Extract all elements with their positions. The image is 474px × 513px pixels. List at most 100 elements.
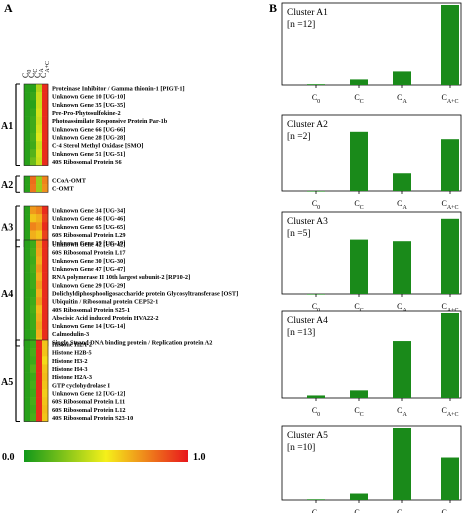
heatmap-cell <box>30 380 37 390</box>
heatmap-cell <box>36 100 43 109</box>
heatmap-cell <box>30 313 37 322</box>
gene-label: Single Strand DNA binding protein / Repl… <box>52 339 212 346</box>
cluster-cell-border <box>23 175 49 193</box>
bar-charts: Cluster A1 [n =12] C0 CC CA CA+C Cluster A2 [n … <box>281 2 462 513</box>
x-tick-label: CA <box>397 199 407 211</box>
heatmap-cell <box>36 321 43 330</box>
heatmap-cell <box>24 413 31 422</box>
cluster-label: A2 <box>1 180 13 191</box>
heatmap-cell <box>24 214 31 223</box>
x-tick-label: C0 <box>312 93 320 105</box>
gene-label: Unknown Gene 34 [UG-34] <box>52 208 125 215</box>
panel-label-b: B <box>269 1 277 15</box>
heatmap-cell <box>36 340 43 349</box>
heatmap-cell <box>24 321 31 330</box>
heatmap-cell <box>30 321 37 330</box>
heatmap-cell <box>30 214 37 223</box>
heatmap-cell <box>24 206 31 215</box>
heatmap-cell <box>42 116 49 126</box>
chart-subtitle: [n =12] <box>287 20 315 30</box>
gene-label: Unknown Gene 51 [UG-51] <box>52 151 125 158</box>
heatmap-cell <box>30 288 37 298</box>
heatmap-cell <box>36 248 43 257</box>
heatmap-column-label: CA <box>33 68 45 78</box>
heatmap-cell <box>36 240 43 249</box>
heatmap-cell <box>24 124 31 134</box>
heatmap-cell <box>30 340 37 349</box>
plot-frame <box>281 211 462 295</box>
heatmap-cell <box>24 264 31 273</box>
heatmap-cell <box>36 364 43 373</box>
heatmap-cell <box>30 356 37 365</box>
plot-frame <box>281 2 462 86</box>
gene-label: C-4 Sterol Methyl Oxidase [SMO] <box>52 143 144 150</box>
bar <box>441 5 459 85</box>
heatmap-cell <box>42 108 49 117</box>
heatmap-column-label: C0 <box>21 70 33 78</box>
heatmap-cell <box>30 256 37 265</box>
x-tick-label: C0 <box>312 406 320 418</box>
heatmap-cell <box>36 272 43 282</box>
heatmap-cell <box>36 92 43 101</box>
bar <box>307 499 325 500</box>
gene-label: 40S Ribosomal Protein S23-10 <box>52 415 133 422</box>
gene-label: Unknown Gene 47 [UG-47] <box>52 266 125 273</box>
heatmap-cell <box>36 329 43 339</box>
heatmap-cell <box>24 356 31 365</box>
heatmap-cell <box>30 264 37 273</box>
heatmap-cell <box>24 372 31 382</box>
heatmap-cell <box>30 84 37 93</box>
gene-label: Histone H2A-2 <box>52 342 92 349</box>
heatmap-cell <box>36 206 43 215</box>
heatmap-cell <box>42 280 49 290</box>
heatmap-cell <box>30 141 37 150</box>
heatmap-cell <box>42 256 49 265</box>
heatmap-cell <box>42 149 49 158</box>
heatmap-cell <box>36 264 43 273</box>
chart-title: Cluster A5 <box>287 431 328 441</box>
bar <box>441 313 459 398</box>
heatmap-cell <box>36 297 43 306</box>
heatmap-cell <box>30 230 37 239</box>
gene-label: Calmodulin-3 <box>52 331 89 338</box>
heatmap-cell <box>30 348 37 357</box>
heatmap-cell <box>36 108 43 117</box>
chart-subtitle: [n =5] <box>287 229 311 239</box>
heatmap-cell <box>42 321 49 330</box>
heatmap-cell <box>36 132 43 142</box>
heatmap-cell <box>42 176 49 185</box>
gene-label: 60S Ribosomal Protein L12 <box>52 407 126 414</box>
heatmap-cell <box>42 184 49 193</box>
heatmap-cell <box>42 305 49 314</box>
heatmap-cell <box>42 372 49 382</box>
bar <box>393 71 411 85</box>
heatmap-cell <box>42 397 49 406</box>
heatmap-cell <box>30 372 37 382</box>
heatmap-cell <box>24 305 31 314</box>
cluster-label: A5 <box>1 377 13 388</box>
heatmap-cell <box>36 214 43 223</box>
scale-bar <box>24 450 188 462</box>
heatmap-cell <box>42 230 49 239</box>
heatmap-cell <box>24 92 31 101</box>
heatmap-cell <box>24 397 31 406</box>
gene-label: Histone H4-3 <box>52 366 88 373</box>
chart-title: Cluster A3 <box>287 217 328 227</box>
heatmap-cell <box>30 305 37 314</box>
heatmap-cell <box>42 132 49 142</box>
heatmap-cell <box>24 248 31 257</box>
color-scale: 0.0 1.0 <box>2 450 206 463</box>
gene-label: 60S Ribosomal Protein L29 <box>52 232 126 239</box>
heatmap-cell <box>30 132 37 142</box>
heatmap-cell <box>24 380 31 390</box>
heatmap-cell <box>24 297 31 306</box>
gene-label: Pre-Pro-Phytosulfokine-2 <box>52 110 121 117</box>
plot-frame <box>281 310 462 399</box>
gene-label: Unknown Gene 46 [UG-46] <box>52 216 125 223</box>
heatmap-cell <box>42 92 49 101</box>
heatmap-column-label: CC <box>27 69 39 78</box>
heatmap-cell <box>24 108 31 117</box>
heatmap-cell <box>36 380 43 390</box>
panel-label-a: A <box>4 1 13 15</box>
heatmap-cell <box>30 240 37 249</box>
